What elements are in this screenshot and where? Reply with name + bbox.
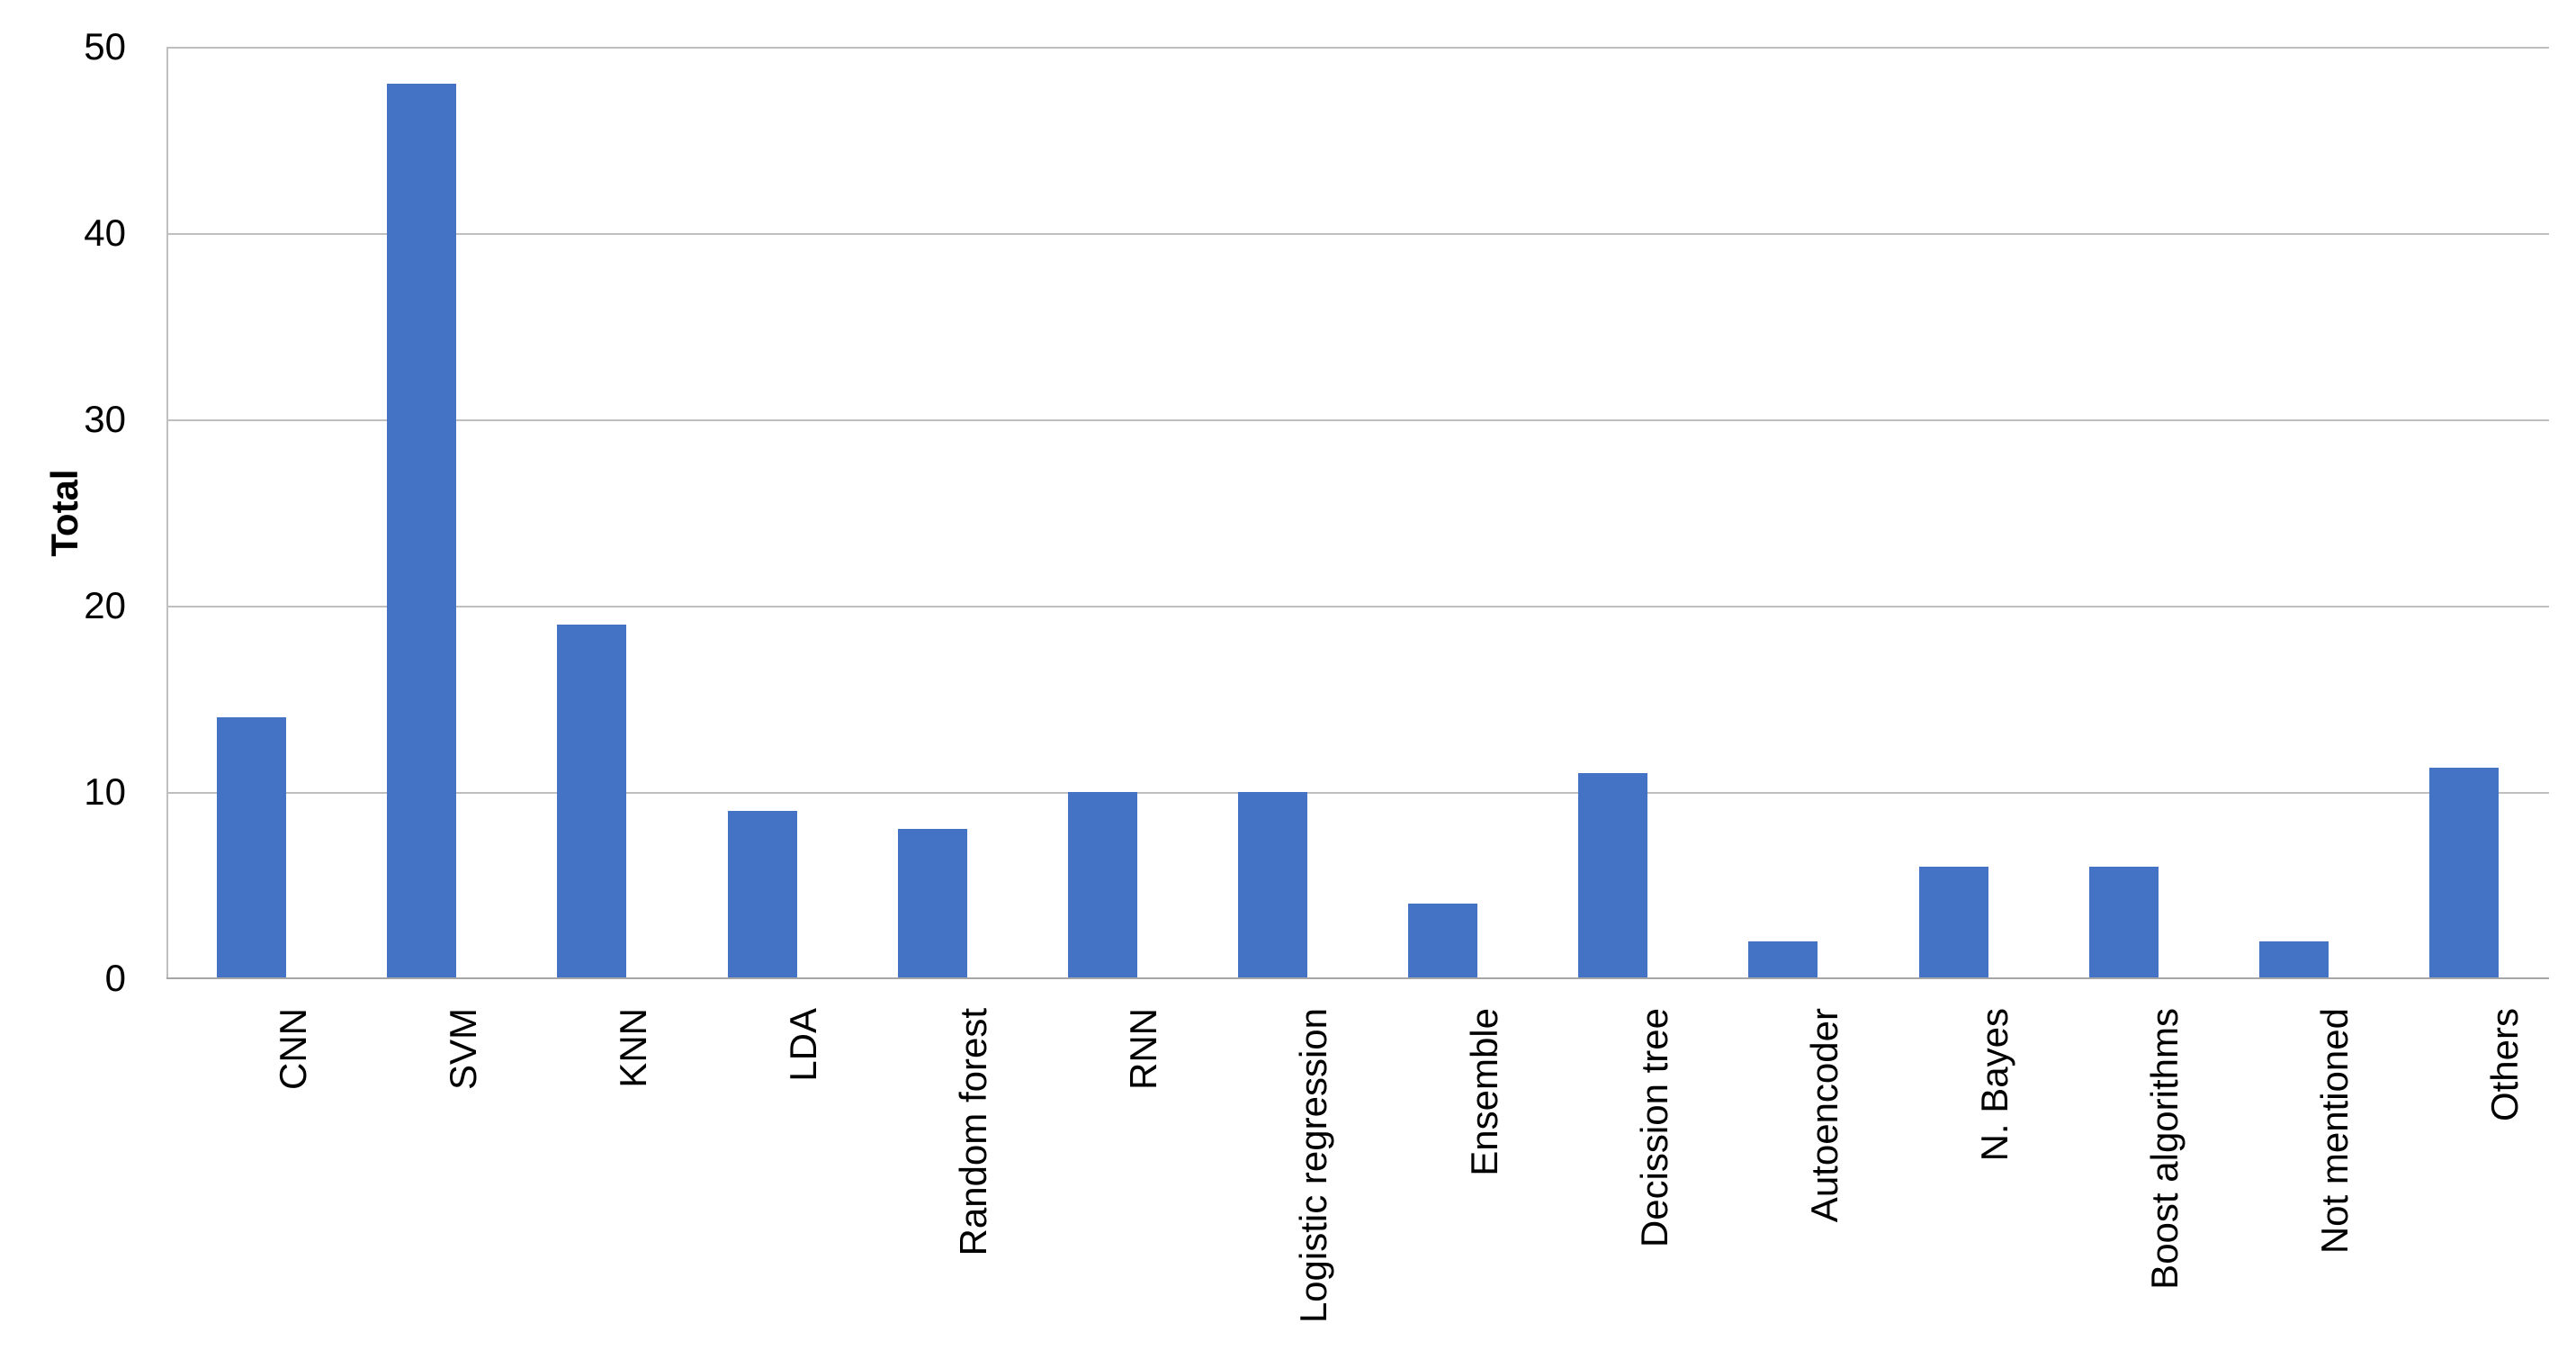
- x-tick-label: SVM: [441, 1008, 484, 1091]
- x-tick-label: KNN: [611, 1008, 654, 1088]
- bar: [1237, 792, 1307, 978]
- bar: [897, 829, 967, 978]
- x-tick-label: Random forest: [952, 1008, 995, 1256]
- x-tick-label: Decission tree: [1632, 1008, 1675, 1248]
- gridline: [166, 47, 2549, 49]
- bar: [1918, 866, 1988, 978]
- y-tick-label: 30: [84, 398, 126, 440]
- x-tick-label: Autoencoder: [1802, 1008, 1845, 1223]
- bar: [2088, 866, 2159, 978]
- x-tick-label: LDA: [782, 1008, 824, 1082]
- y-tick-label: 50: [84, 25, 126, 68]
- x-tick-label: Boost algorithms: [2143, 1008, 2186, 1290]
- bar: [2428, 768, 2499, 978]
- x-tick-label: Not mentioned: [2313, 1008, 2356, 1255]
- bar: [2258, 940, 2329, 978]
- y-tick-label: 10: [84, 770, 126, 813]
- y-axis-line: [166, 47, 168, 978]
- plot-area: [166, 47, 2549, 978]
- x-axis-line: [166, 977, 2549, 979]
- y-tick-label: 40: [84, 212, 126, 254]
- bar: [1578, 773, 1648, 978]
- x-tick-label: RNN: [1122, 1008, 1165, 1090]
- gridline: [166, 419, 2549, 421]
- x-tick-label: N. Bayes: [1973, 1008, 2015, 1162]
- x-tick-label: Ensemble: [1462, 1008, 1505, 1176]
- bar: [387, 84, 457, 978]
- bar: [557, 624, 627, 978]
- bar: [1408, 904, 1478, 978]
- y-tick-label: 20: [84, 584, 126, 626]
- bar: [1067, 792, 1137, 978]
- y-tick-label: 0: [104, 957, 126, 999]
- gridline: [166, 606, 2549, 608]
- bar: [1748, 940, 1818, 978]
- gridline: [166, 233, 2549, 235]
- x-tick-label: Others: [2483, 1008, 2527, 1122]
- x-tick-label: CNN: [271, 1008, 314, 1090]
- x-tick-label: Logistic regression: [1292, 1008, 1335, 1324]
- y-axis-title: Total: [43, 469, 85, 557]
- bar: [217, 717, 287, 978]
- bar: [727, 810, 797, 978]
- gridline: [166, 792, 2549, 794]
